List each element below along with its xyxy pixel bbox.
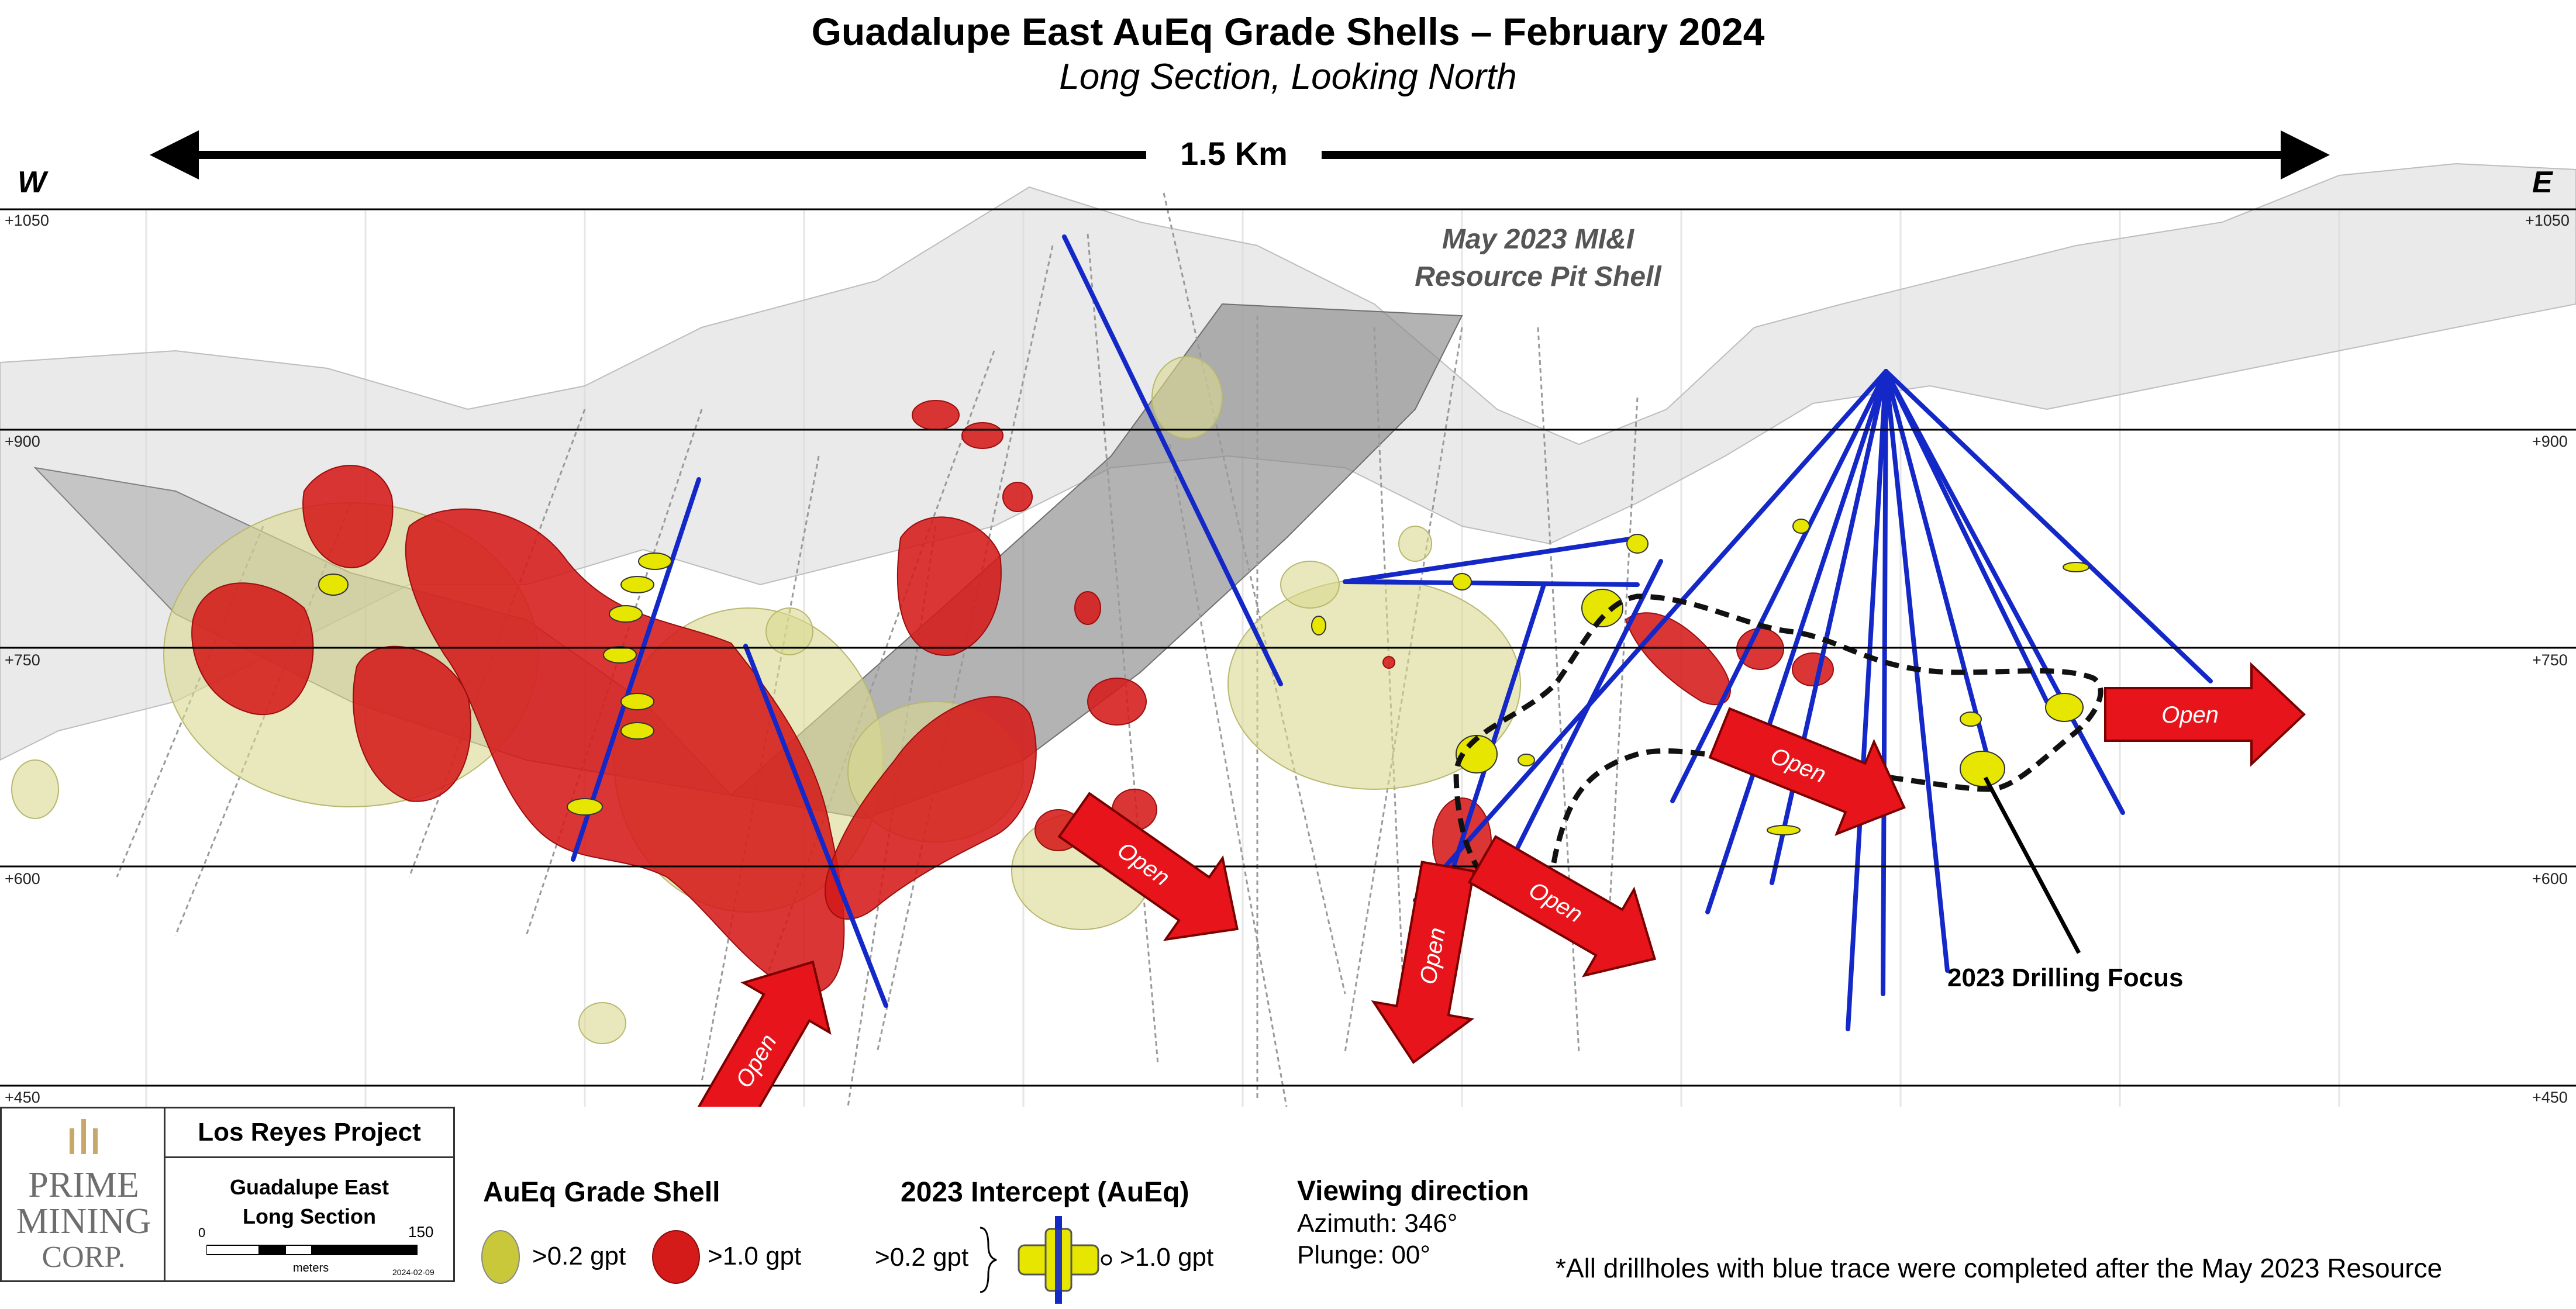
legend-intercept-title: 2023 Intercept (AuEq) bbox=[901, 1177, 1189, 1208]
legend-low-grade: >0.2 gpt bbox=[532, 1242, 626, 1270]
elevation-label: +600 bbox=[2532, 870, 2568, 887]
open-text: Open bbox=[2161, 702, 2219, 728]
elevation-label: +1050 bbox=[5, 212, 49, 229]
scale-start: 0 bbox=[198, 1225, 206, 1240]
elevation-label: +600 bbox=[5, 870, 40, 887]
drilling-focus-label: 2023 Drilling Focus bbox=[1947, 963, 2184, 992]
section-name-line: Long Section bbox=[243, 1204, 376, 1228]
low-grade-swatch bbox=[481, 1230, 520, 1284]
footnote: *All drillholes with blue trace were com… bbox=[1556, 1253, 2443, 1283]
section-name-line: Guadalupe East bbox=[229, 1175, 389, 1199]
logo-text: MINING bbox=[16, 1201, 151, 1241]
compass-west: W bbox=[18, 165, 47, 199]
open-arrow: Open bbox=[1371, 861, 1475, 1064]
blue-drill-traces bbox=[571, 234, 2213, 1031]
legend-view-title: Viewing direction bbox=[1297, 1176, 1529, 1207]
meter-scale-bar bbox=[206, 1245, 418, 1255]
logo-mark-icon bbox=[70, 1119, 98, 1154]
legend-high-grade: >1.0 gpt bbox=[708, 1242, 802, 1270]
section-name: Guadalupe East Long Section bbox=[165, 1173, 453, 1231]
pit-shell-label-line: Resource Pit Shell bbox=[1415, 261, 1661, 292]
legend-intercept-low: >0.2 gpt bbox=[875, 1243, 969, 1272]
high-grade-swatch bbox=[652, 1230, 700, 1284]
pit-shell-label: May 2023 MI&I Resource Pit Shell bbox=[1398, 221, 1678, 296]
open-arrow: Open bbox=[1467, 835, 1657, 978]
open-arrow: Open bbox=[689, 960, 832, 1107]
page-title: Guadalupe East AuEq Grade Shells – Febru… bbox=[811, 10, 1765, 53]
focus-leader bbox=[1983, 776, 2081, 954]
scale-end: 150 bbox=[408, 1223, 434, 1241]
intercept-symbol-icon bbox=[980, 1216, 1112, 1304]
elevation-label: +750 bbox=[5, 651, 40, 669]
page-subtitle: Long Section, Looking North bbox=[1059, 57, 1517, 97]
elevation-label: +900 bbox=[2532, 433, 2568, 450]
legend-intercept-high: >1.0 gpt bbox=[1120, 1243, 1214, 1272]
elevation-label: +1050 bbox=[2525, 212, 2570, 229]
project-info-box: Los Reyes Project Guadalupe East Long Se… bbox=[164, 1107, 455, 1282]
long-section-diagram: Open Open Open Open Open Open bbox=[0, 130, 2576, 1107]
open-arrow: Open bbox=[2104, 662, 2306, 767]
map-date: 2024-02-09 bbox=[392, 1267, 434, 1277]
open-arrow: Open bbox=[1708, 707, 1906, 836]
logo-text: CORP. bbox=[42, 1241, 126, 1274]
pit-shell-label-line: May 2023 MI&I bbox=[1442, 224, 1634, 255]
legend-grade-shell-title: AuEq Grade Shell bbox=[483, 1177, 720, 1208]
yellow-intercepts bbox=[318, 519, 2089, 835]
project-name: Los Reyes Project bbox=[165, 1108, 453, 1158]
scale-bar-label: 1.5 Km bbox=[1146, 134, 1322, 172]
elevation-lines bbox=[0, 208, 2576, 1087]
focus-outline bbox=[1453, 593, 2103, 904]
legend-plunge: Plunge: 00° bbox=[1297, 1241, 1430, 1269]
compass-east: E bbox=[2532, 165, 2553, 199]
scale-units: meters bbox=[293, 1262, 329, 1275]
elevation-label: +450 bbox=[5, 1089, 40, 1106]
elevation-label: +900 bbox=[5, 433, 40, 450]
open-arrow: Open bbox=[1057, 792, 1239, 941]
logo-text: PRIME bbox=[28, 1165, 139, 1205]
legend-azimuth: Azimuth: 346° bbox=[1297, 1209, 1458, 1238]
high-grade-shells bbox=[191, 400, 1834, 995]
elevation-label: +750 bbox=[2532, 651, 2568, 669]
company-logo: PRIME MINING CORP. bbox=[0, 1107, 164, 1282]
elevation-label: +450 bbox=[2532, 1089, 2568, 1106]
